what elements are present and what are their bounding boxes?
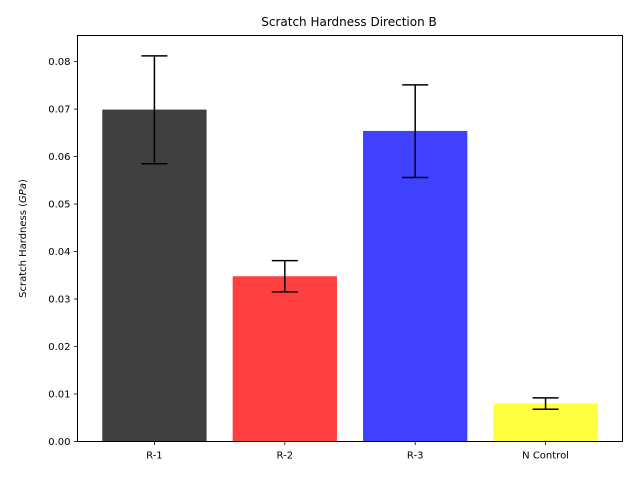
x-tick-label-1: R-1 xyxy=(146,451,163,462)
bars-group xyxy=(102,109,598,442)
y-axis-label-suffix: ) xyxy=(18,179,29,183)
chart-title: Scratch Hardness Direction B xyxy=(261,15,437,29)
y-axis: 0.00 0.01 0.02 0.03 0.04 0.05 0.06 0.07 0.08 xyxy=(48,57,78,448)
error-bars-group xyxy=(141,55,559,410)
y-axis-label-unit: GPa xyxy=(18,183,29,203)
y-tick-label-6: 0.06 xyxy=(48,152,70,163)
y-tick-label-4: 0.04 xyxy=(48,247,70,258)
plot-frame xyxy=(77,35,623,442)
y-tick-label-3: 0.03 xyxy=(48,295,70,306)
y-tick-label-0: 0.00 xyxy=(48,437,70,448)
y-axis-label: Scratch Hardness (GPa) xyxy=(18,179,29,298)
x-tick-label-3: R-3 xyxy=(407,451,424,462)
bar-3 xyxy=(363,130,468,442)
x-axis: R-1 R-2 R-3 N Control xyxy=(146,441,569,462)
y-tick-label-5: 0.05 xyxy=(48,200,70,211)
y-tick-label-8: 0.08 xyxy=(48,57,70,68)
bar-1 xyxy=(102,109,207,442)
bar-2 xyxy=(232,276,337,442)
y-tick-label-2: 0.02 xyxy=(48,342,70,353)
x-tick-label-2: R-2 xyxy=(277,451,294,462)
y-axis-label-prefix: Scratch Hardness ( xyxy=(18,203,29,298)
x-tick-label-4: N Control xyxy=(522,451,569,462)
y-tick-label-1: 0.01 xyxy=(48,390,70,401)
y-tick-label-7: 0.07 xyxy=(48,105,70,116)
